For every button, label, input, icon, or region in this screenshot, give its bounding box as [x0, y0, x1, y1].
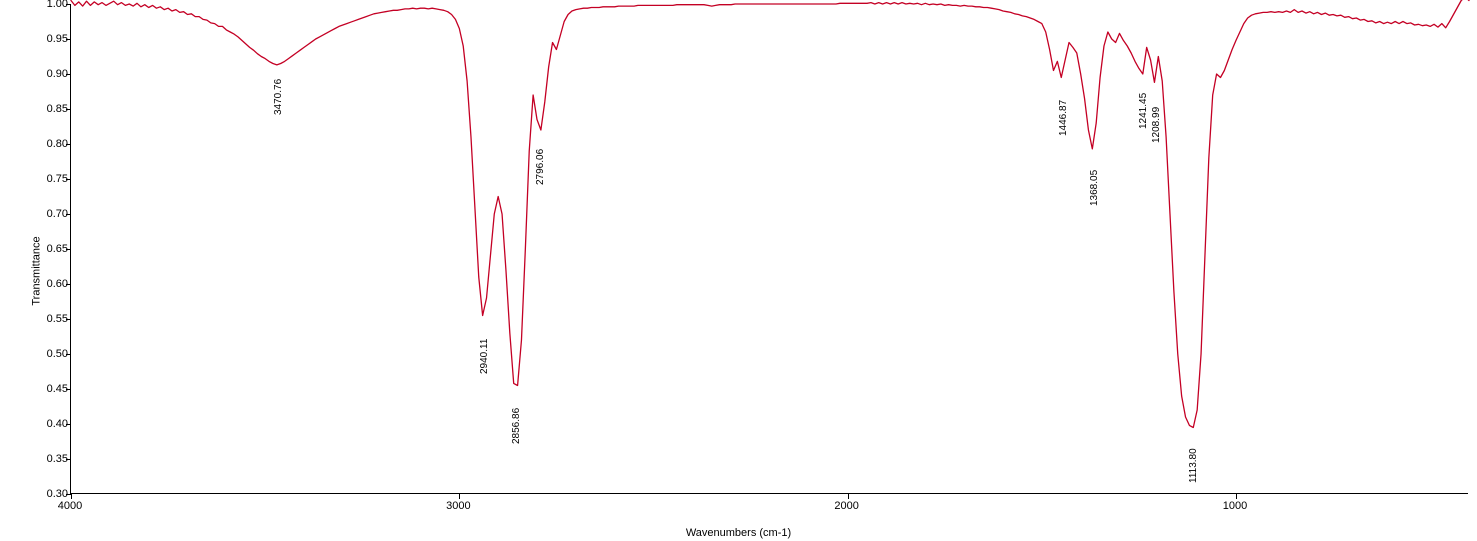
spectrum-line: [71, 4, 1468, 493]
x-tick-mark: [848, 494, 849, 499]
peak-label: 2940.11: [479, 339, 490, 374]
y-tick-label: 0.55: [30, 313, 68, 325]
peak-label: 2796.06: [535, 149, 546, 185]
spectrum-path: [71, 0, 1469, 428]
y-tick-label: 0.35: [30, 453, 68, 465]
chart-container: Transmittance Wavenumbers (cm-1) 3470.76…: [0, 0, 1477, 541]
y-tick-label: 0.30: [30, 488, 68, 500]
x-axis-label: Wavenumbers (cm-1): [686, 527, 791, 539]
y-tick-label: 0.60: [30, 278, 68, 290]
x-tick-label: 2000: [834, 500, 858, 512]
y-tick-label: 0.65: [30, 243, 68, 255]
x-tick-label: 1000: [1223, 500, 1247, 512]
x-tick-mark: [71, 494, 72, 499]
peak-label: 1241.45: [1138, 93, 1149, 129]
x-tick-label: 3000: [446, 500, 470, 512]
y-tick-label: 0.90: [30, 68, 68, 80]
y-tick-label: 0.80: [30, 138, 68, 150]
peak-label: 1113.80: [1188, 448, 1199, 483]
plot-area: 3470.76 2940.11 2856.86 2796.06 1446.87 1368.…: [70, 4, 1468, 494]
peak-label: 3470.76: [273, 79, 284, 115]
x-tick-mark: [1236, 494, 1237, 499]
x-tick-label: 4000: [58, 500, 82, 512]
y-tick-label: 1.00: [30, 0, 68, 10]
y-tick-label: 0.75: [30, 173, 68, 185]
y-tick-label: 0.50: [30, 348, 68, 360]
peak-label: 1446.87: [1058, 100, 1069, 136]
peak-label: 1208.99: [1151, 107, 1162, 143]
y-tick-label: 0.95: [30, 33, 68, 45]
x-tick-mark: [459, 494, 460, 499]
y-tick-label: 0.85: [30, 103, 68, 115]
peak-label: 2856.86: [511, 408, 522, 444]
peak-label: 1368.05: [1089, 170, 1100, 206]
y-tick-label: 0.45: [30, 383, 68, 395]
y-tick-label: 0.40: [30, 418, 68, 430]
y-tick-label: 0.70: [30, 208, 68, 220]
